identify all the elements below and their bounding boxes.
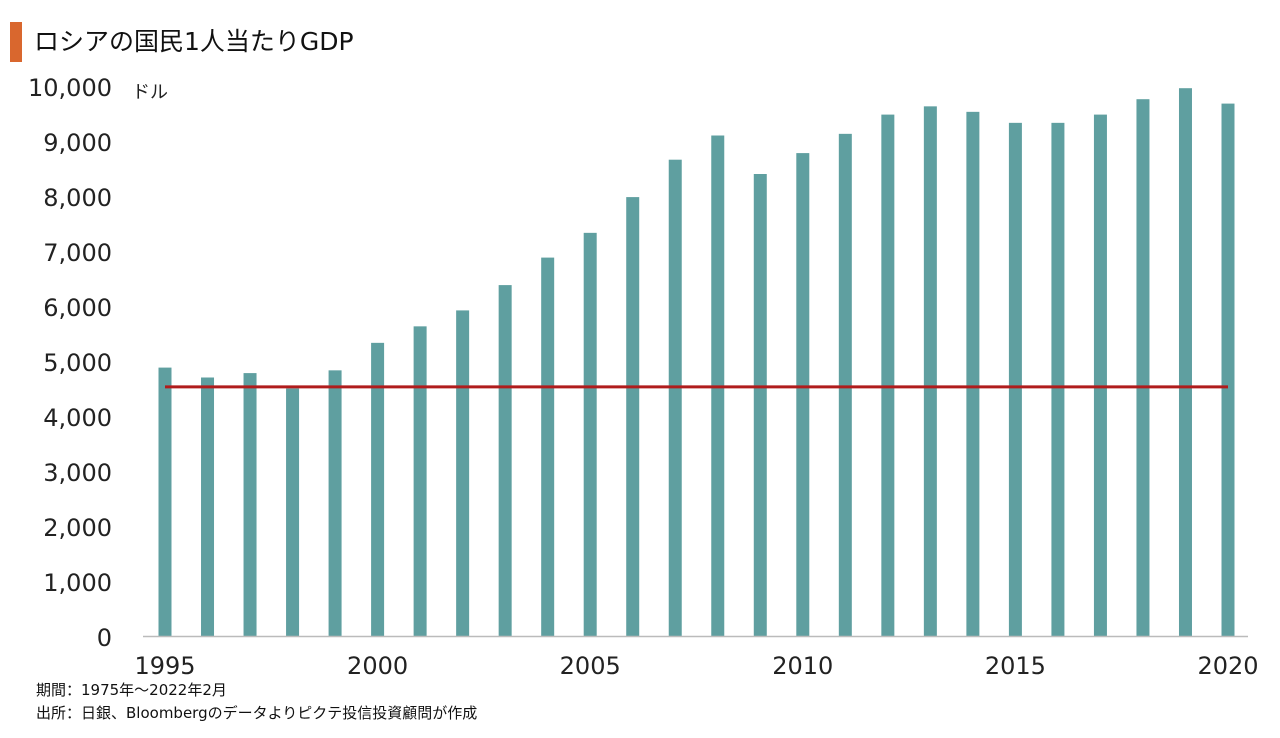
bar — [923, 106, 937, 637]
y-tick-label: 5,000 — [43, 349, 112, 377]
y-tick-label: 3,000 — [43, 459, 112, 487]
bar — [286, 388, 300, 636]
bar — [201, 377, 215, 636]
bar — [498, 285, 512, 636]
bar — [413, 326, 427, 636]
bar — [1093, 114, 1107, 637]
bar — [541, 257, 555, 636]
bar — [1136, 99, 1150, 636]
bar — [966, 111, 980, 637]
y-tick-label: 10,000 — [28, 74, 112, 102]
x-tick-label: 2005 — [560, 652, 621, 680]
bar — [881, 114, 895, 637]
x-tick-label: 2010 — [772, 652, 833, 680]
bar — [456, 310, 470, 636]
bar — [838, 133, 852, 636]
bar — [796, 153, 810, 636]
bars — [158, 88, 1235, 637]
bar — [158, 367, 172, 636]
bar — [371, 342, 385, 636]
y-tick-label: 6,000 — [43, 294, 112, 322]
bar — [1008, 122, 1022, 637]
bar — [243, 373, 257, 636]
bar — [753, 174, 767, 636]
x-tick-label: 2015 — [985, 652, 1046, 680]
bar — [1178, 88, 1192, 636]
x-tick-label: 1995 — [134, 652, 195, 680]
y-tick-label: 1,000 — [43, 569, 112, 597]
x-tick-label: 2000 — [347, 652, 408, 680]
bar — [583, 232, 597, 636]
bar — [1221, 103, 1235, 637]
bar — [1051, 122, 1065, 637]
title-accent-bar — [10, 22, 22, 62]
y-axis-ticks: 0 1,000 2,000 3,000 4,000 5,000 6,000 7,000 8,00… — [28, 74, 112, 652]
bar — [626, 197, 640, 636]
chart-title: ロシアの国民1人当たりGDP — [34, 27, 354, 56]
source-note: 出所：日銀、Bloombergのデータよりピクテ投信投資顧問が作成 — [36, 704, 478, 722]
x-tick-label: 2020 — [1197, 652, 1258, 680]
y-tick-label: 4,000 — [43, 404, 112, 432]
y-tick-label: 7,000 — [43, 239, 112, 267]
bar — [668, 159, 682, 636]
y-tick-label: 0 — [97, 624, 112, 652]
y-tick-label: 9,000 — [43, 129, 112, 157]
x-axis-ticks: 1995 2000 2005 2010 2015 2020 — [134, 652, 1258, 680]
y-tick-label: 2,000 — [43, 514, 112, 542]
period-note: 期間：1975年～2022年2月 — [36, 681, 227, 699]
bar — [328, 370, 342, 636]
y-axis-unit-label: ドル — [132, 82, 168, 103]
y-tick-label: 8,000 — [43, 184, 112, 212]
